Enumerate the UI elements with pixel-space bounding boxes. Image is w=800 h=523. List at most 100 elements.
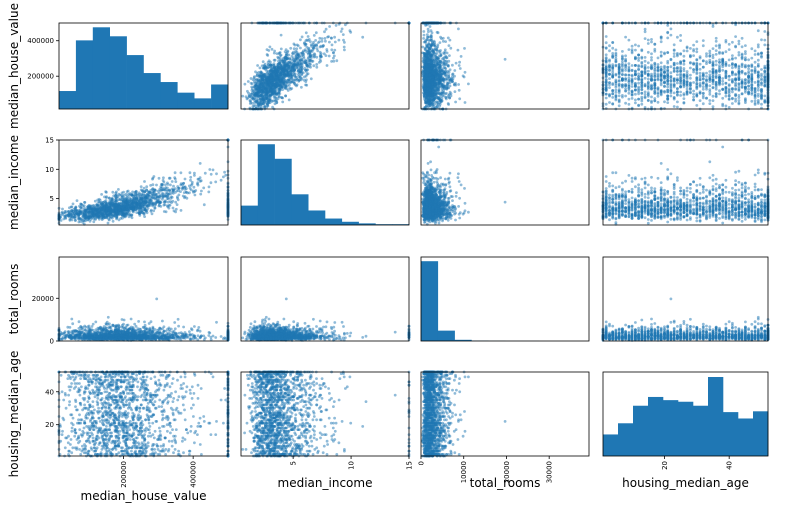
point-1412 <box>605 41 608 44</box>
point-1428 <box>280 76 283 79</box>
point-1124 <box>624 64 627 67</box>
point-756 <box>312 41 315 44</box>
point-1137 <box>441 90 444 93</box>
point-1407 <box>676 94 679 97</box>
point-1581 <box>438 98 441 101</box>
point-1376 <box>279 62 282 65</box>
point-1590 <box>750 74 753 77</box>
point-1142 <box>679 74 682 77</box>
point-649 <box>741 45 744 48</box>
point-931 <box>705 75 708 78</box>
point-1356 <box>297 69 300 72</box>
point-1206 <box>695 104 698 107</box>
point-683 <box>605 103 608 106</box>
point-1349 <box>631 69 634 72</box>
point-1397 <box>300 86 303 89</box>
point-1401 <box>647 91 650 94</box>
point-735 <box>666 31 669 34</box>
point-1120 <box>757 86 760 89</box>
point-214 <box>458 89 461 92</box>
point-1199 <box>676 91 679 94</box>
point-1144 <box>692 68 695 71</box>
point-612 <box>644 84 647 87</box>
point-1539 <box>343 49 346 52</box>
point-1571 <box>265 88 268 91</box>
point-1346 <box>660 94 663 97</box>
point-1033 <box>464 101 467 104</box>
point-1436 <box>435 69 438 72</box>
point-930 <box>657 78 660 81</box>
point-618 <box>728 78 731 81</box>
point-1270 <box>298 79 301 82</box>
point-222 <box>315 66 318 69</box>
point-556 <box>657 57 660 60</box>
point-709 <box>676 70 679 73</box>
point-1580 <box>262 85 265 88</box>
point-1008 <box>718 67 721 70</box>
point-845 <box>608 77 611 80</box>
point-1519 <box>426 58 429 61</box>
point-955 <box>734 100 737 103</box>
point-1003 <box>738 70 741 73</box>
point-989 <box>325 28 328 31</box>
point-1585 <box>300 55 303 58</box>
point-1403 <box>734 35 737 38</box>
point-1441 <box>447 60 450 63</box>
point-661 <box>712 105 715 108</box>
point-1489 <box>660 90 663 93</box>
point-1242 <box>640 65 643 68</box>
point-479 <box>686 46 689 49</box>
point-1543 <box>744 65 747 68</box>
point-1461 <box>650 88 653 91</box>
point-409 <box>437 31 440 34</box>
point-1312 <box>673 62 676 65</box>
point-321 <box>319 58 322 61</box>
point-1498 <box>725 76 728 79</box>
point-1314 <box>253 104 256 107</box>
point-1268 <box>605 93 608 96</box>
point-1042 <box>647 39 650 42</box>
point-464 <box>644 30 647 33</box>
point-1582 <box>289 71 292 74</box>
point-1064 <box>657 91 660 94</box>
point-579 <box>747 58 750 61</box>
point-1243 <box>692 48 695 51</box>
point-148 <box>731 78 734 81</box>
point-1562 <box>653 90 656 93</box>
point-1454 <box>273 87 276 90</box>
point-1080 <box>699 68 702 71</box>
point-1587 <box>434 65 437 68</box>
point-1516 <box>263 65 266 68</box>
point-1086 <box>670 28 673 31</box>
point-1502 <box>253 76 256 79</box>
point-8 <box>708 52 711 55</box>
point-1414 <box>640 88 643 91</box>
point-607 <box>715 37 718 40</box>
point-1187 <box>333 36 336 39</box>
point-1163 <box>618 69 621 72</box>
point-1495 <box>679 53 682 56</box>
point-24 <box>637 73 640 76</box>
point-1589 <box>250 93 253 96</box>
point-1136 <box>445 92 448 95</box>
point-1502 <box>718 76 721 79</box>
point-790 <box>624 95 627 98</box>
point-145 <box>692 93 695 96</box>
point-851 <box>422 30 425 33</box>
point-73 <box>618 104 621 107</box>
point-1229 <box>343 46 346 49</box>
point-1389 <box>305 60 308 63</box>
point-1499 <box>666 73 669 76</box>
point-1542 <box>328 25 331 28</box>
point-1388 <box>439 41 442 44</box>
point-1485 <box>660 51 663 54</box>
point-1154 <box>274 99 277 102</box>
point-1598 <box>278 52 281 55</box>
point-1590 <box>429 74 432 77</box>
point-1441 <box>644 60 647 63</box>
point-379 <box>728 59 731 62</box>
point-1440 <box>447 94 450 97</box>
point-924 <box>750 64 753 67</box>
point-570 <box>747 88 750 91</box>
